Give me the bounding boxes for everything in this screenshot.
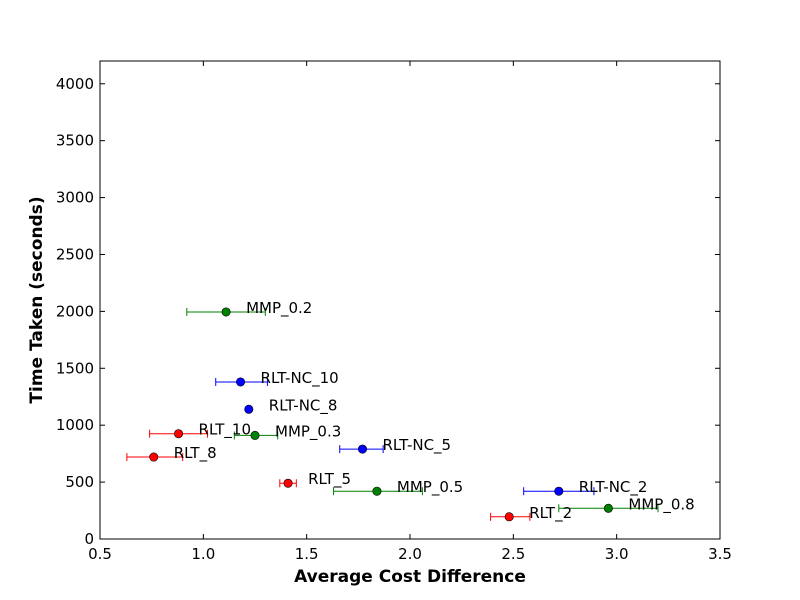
x-tick-label: 1.5 [295,545,319,563]
point-label: RLT-NC_5 [382,436,451,455]
x-tick-label: 3.5 [708,545,732,563]
x-tick-label: 0.5 [88,545,112,563]
y-tick-label: 2000 [56,302,94,320]
x-tick-label: 1.0 [191,545,215,563]
data-point [236,377,246,387]
data-point [174,429,184,439]
data-point [283,478,293,488]
errorbars-layer [126,307,659,521]
point-label: RLT_10 [199,421,251,440]
point-label: MMP_0.8 [628,495,694,514]
y-tick-label: 500 [65,473,94,491]
point-label: MMP_0.5 [397,478,463,497]
y-tick-label: 0 [84,530,94,548]
data-point [554,486,564,496]
data-point [250,430,260,440]
data-point [221,307,231,317]
x-tick-label: 3.0 [605,545,629,563]
y-tick-label: 1500 [56,359,94,377]
point-label: RLT_2 [529,504,572,523]
point-label: MMP_0.2 [246,299,312,318]
points-layer [149,307,613,522]
y-tick-label: 3000 [56,189,94,207]
labels-layer: MMP_0.2 RLT-NC_10 RLT-NC_8 RLT_10 MMP_0.3 RLT… [174,299,695,523]
y-tick-label: 4000 [56,75,94,93]
data-point [603,503,613,513]
data-point [504,512,514,522]
x-tick-label: 2.0 [398,545,422,563]
data-point [357,444,367,454]
point-label: RLT-NC_2 [579,478,648,497]
data-point [149,452,159,462]
point-label: RLT-NC_8 [269,396,338,415]
y-axis-title: Time Taken (seconds) [27,196,47,403]
y-tick-label: 3500 [56,132,94,150]
x-axis-title: Average Cost Difference [294,567,526,587]
point-label: MMP_0.3 [275,422,341,441]
point-label: RLT_8 [174,444,217,463]
y-tick-label: 1000 [56,416,94,434]
data-point [372,486,382,496]
y-tick-label: 2500 [56,245,94,263]
data-point [244,404,254,414]
point-label: RLT-NC_10 [261,369,339,388]
point-label: RLT_5 [308,470,351,489]
x-tick-label: 2.5 [501,545,525,563]
ticks-layer: 0.5 1.0 1.5 2.0 2.5 3.0 3.5 0 500 1000 1500 2000 250… [56,61,732,563]
plot-frame [99,60,721,540]
